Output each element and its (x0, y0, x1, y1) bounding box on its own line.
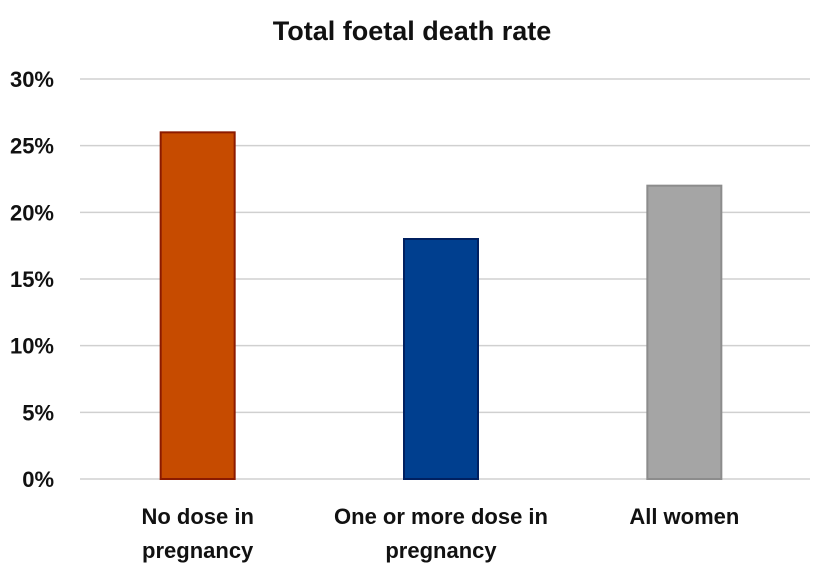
bar (646, 184, 723, 481)
x-category-label: No dose in pregnancy (141, 504, 254, 563)
x-category-label: One or more dose in pregnancy (334, 504, 548, 563)
y-tick-label: 15% (10, 267, 54, 292)
bars (159, 131, 723, 481)
y-tick-label: 5% (22, 400, 54, 425)
x-category-label: All women (629, 504, 739, 529)
y-tick-label: 0% (22, 467, 54, 492)
y-tick-label: 30% (10, 67, 54, 92)
y-tick-label: 10% (10, 334, 54, 359)
chart-title: Total foetal death rate (273, 16, 552, 46)
y-tick-label: 25% (10, 134, 54, 159)
x-axis-category-labels: No dose in pregnancy One or more dose in pr… (141, 504, 739, 563)
bar (403, 238, 479, 480)
y-axis-tick-labels: 0% 5% 10% 15% 20% 25% 30% (10, 67, 54, 492)
y-tick-label: 20% (10, 200, 54, 225)
bar (159, 131, 236, 480)
